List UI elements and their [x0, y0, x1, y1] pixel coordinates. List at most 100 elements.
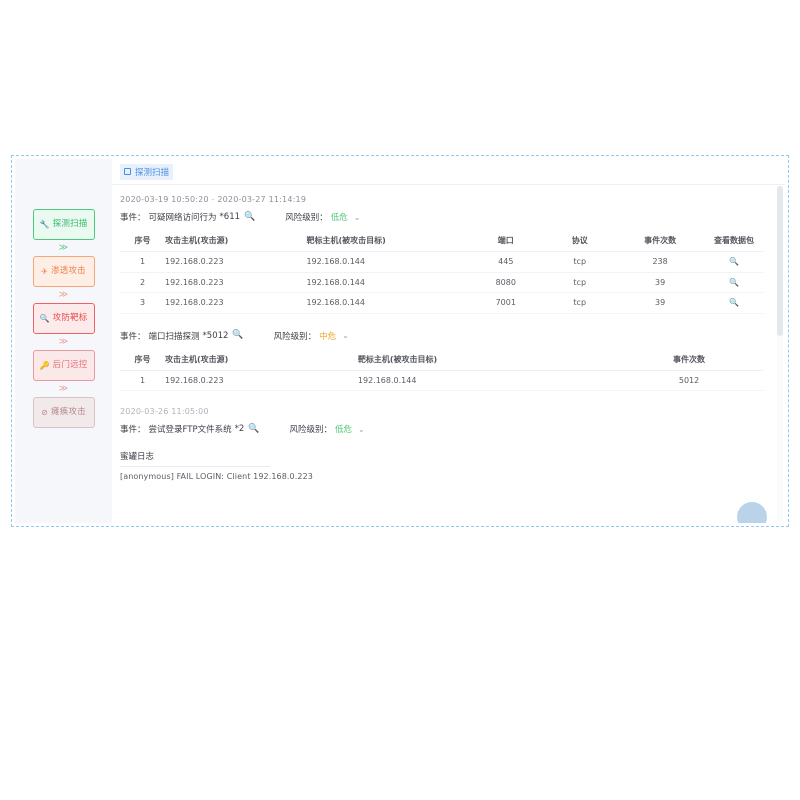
- cell-port: 445: [467, 251, 545, 273]
- cell-attacker-host: 192.168.0.223: [165, 370, 358, 392]
- risk-badge: 低危: [334, 425, 352, 436]
- th-target-host: 靶标主机(被攻击目标): [357, 350, 616, 371]
- chevron-down-icon[interactable]: ⌄: [353, 212, 361, 222]
- table-row: 2 192.168.0.223 192.168.0.144 8080 tcp 3…: [120, 272, 763, 294]
- sidebar-item-label: 后门远控: [52, 360, 88, 371]
- th-index: 序号: [120, 350, 165, 371]
- cell-port: 7001: [467, 292, 545, 314]
- th-attacker-host: 攻击主机(攻击源): [165, 350, 358, 371]
- wrench-icon: 🔧: [39, 219, 50, 229]
- cell-port: 8080: [467, 272, 545, 294]
- sidebar-item-label: 探测扫描: [52, 219, 88, 230]
- sidebar-item-penetration-attack[interactable]: ✈ 渗透攻击: [32, 256, 95, 287]
- timestamp-start: 2020-03-26 11:05:00: [120, 407, 209, 417]
- cell-event-count: 5012: [615, 370, 763, 392]
- chevron-down-icon[interactable]: ⌄: [358, 424, 365, 434]
- th-event-count: 事件次数: [615, 350, 763, 371]
- chain-arrow-2: ≫: [58, 289, 69, 300]
- ban-icon: ⊘: [41, 407, 49, 417]
- table-row: 1 192.168.0.223 192.168.0.144 445 tcp 23…: [120, 251, 763, 273]
- honeypot-log-title: 蜜罐日志: [120, 450, 270, 468]
- content-scroll-area[interactable]: 2020-03-19 10:50:20 - 2020-03-27 11:14:1…: [112, 185, 785, 523]
- chain-arrow-3: ≫: [58, 336, 69, 347]
- cell-event-count: 238: [615, 251, 706, 273]
- cell-protocol: tcp: [544, 292, 616, 314]
- sidebar-item-label: 渗透攻击: [51, 266, 86, 277]
- sidebar-item-attack-defense-target[interactable]: 🔍 攻防靶标: [32, 303, 95, 334]
- timestamp-start: 2020-03-19 10:50:20: [120, 195, 209, 204]
- event-count: *5012: [202, 330, 229, 341]
- cell-index: 1: [120, 251, 165, 273]
- section-2-event-line: 事件： 端口扫描探测 *5012 🔍 风险级别： 中危 ⌄: [120, 330, 763, 342]
- cell-event-count: 39: [615, 272, 706, 294]
- search-icon: 🔍: [39, 313, 50, 323]
- search-icon[interactable]: 🔍: [232, 330, 244, 341]
- search-icon[interactable]: 🔍: [244, 211, 256, 222]
- cell-protocol: tcp: [544, 272, 616, 294]
- event-name: 端口扫描探测: [148, 331, 200, 342]
- event-name: 尝试登录FTP文件系统: [148, 425, 232, 436]
- th-target-host: 靶标主机(被攻击目标): [306, 232, 468, 252]
- risk-badge: 中危: [319, 331, 337, 342]
- view-packet-search-icon[interactable]: 🔍: [705, 251, 763, 273]
- widget-body: 🔧 探测扫描 ≫ ✈ 渗透攻击 ≫ 🔍 攻防靶标 ≫ 🔑 后门远控: [15, 159, 785, 523]
- section-1-timestamp: 2020-03-19 10:50:20 - 2020-03-27 11:14:1…: [120, 195, 763, 204]
- risk-badge: 低危: [330, 213, 348, 223]
- search-icon[interactable]: 🔍: [248, 423, 260, 434]
- vertical-scrollbar[interactable]: [777, 186, 783, 521]
- plane-icon: ✈: [41, 266, 49, 276]
- th-port: 端口: [467, 232, 545, 252]
- risk-label: 风险级别：: [273, 331, 317, 342]
- section-1-event-line: 事件： 可疑网络访问行为 *611 🔍 风险级别： 低危 ⌄: [120, 211, 763, 223]
- back-to-top-button[interactable]: [737, 502, 767, 523]
- th-event-count: 事件次数: [615, 232, 706, 252]
- sidebar-item-detection-scan[interactable]: 🔧 探测扫描: [32, 209, 95, 240]
- tab-label: 探测扫描: [135, 167, 170, 178]
- table-row: 3 192.168.0.223 192.168.0.144 7001 tcp 3…: [120, 292, 763, 314]
- section-3-event-line: 事件： 尝试登录FTP文件系统 *2 🔍 风险级别： 低危 ⌄: [120, 423, 763, 435]
- risk-label: 风险级别：: [285, 213, 328, 223]
- widget-selection-frame: 🔧 探测扫描 ≫ ✈ 渗透攻击 ≫ 🔍 攻防靶标 ≫ 🔑 后门远控: [11, 155, 789, 527]
- cell-attacker-host: 192.168.0.223: [165, 251, 307, 273]
- timestamp-end: 2020-03-27 11:14:19: [217, 195, 307, 204]
- section-spacer: [120, 391, 763, 407]
- event-name: 可疑网络访问行为: [148, 213, 217, 223]
- cell-index: 2: [120, 272, 165, 294]
- section-3-timestamp: 2020-03-26 11:05:00: [120, 407, 763, 416]
- cell-event-count: 39: [615, 292, 706, 314]
- cell-index: 1: [120, 370, 165, 392]
- detection-table-2: 序号 攻击主机(攻击源) 靶标主机(被攻击目标) 事件次数 1 192.168.…: [120, 350, 763, 392]
- scrollbar-thumb[interactable]: [777, 186, 783, 336]
- chevron-down-icon[interactable]: ⌄: [342, 331, 349, 341]
- attack-chain-sidebar: 🔧 探测扫描 ≫ ✈ 渗透攻击 ≫ 🔍 攻防靶标 ≫ 🔑 后门远控: [15, 159, 112, 523]
- event-label: 事件：: [120, 331, 146, 342]
- th-index: 序号: [120, 232, 165, 252]
- event-label: 事件：: [120, 213, 146, 223]
- th-protocol: 协议: [544, 232, 616, 252]
- detection-table-1: 序号 攻击主机(攻击源) 靶标主机(被攻击目标) 端口 协议 事件次数 查看数据…: [120, 232, 763, 314]
- table-header-row: 序号 攻击主机(攻击源) 靶标主机(被攻击目标) 事件次数: [120, 350, 763, 371]
- event-count: *2: [234, 424, 245, 435]
- cell-attacker-host: 192.168.0.223: [165, 292, 307, 314]
- sidebar-item-backdoor-remote-control[interactable]: 🔑 后门远控: [32, 350, 95, 381]
- square-icon: [124, 168, 131, 175]
- cell-target-host: 192.168.0.144: [357, 370, 616, 392]
- risk-label: 风险级别：: [289, 425, 332, 436]
- view-packet-search-icon[interactable]: 🔍: [705, 272, 763, 294]
- view-packet-search-icon[interactable]: 🔍: [705, 292, 763, 314]
- event-label: 事件：: [120, 425, 146, 436]
- sidebar-item-paralysis-attack[interactable]: ⊘ 瘫痪攻击: [32, 397, 95, 428]
- main-panel: 探测扫描 2020-03-19 10:50:20 - 2020-03-27 11…: [112, 159, 785, 523]
- th-attacker-host: 攻击主机(攻击源): [165, 232, 307, 252]
- th-view-packet: 查看数据包: [705, 232, 763, 252]
- section-spacer: [120, 314, 763, 330]
- key-icon: 🔑: [39, 360, 50, 370]
- sidebar-item-label: 瘫痪攻击: [51, 407, 86, 418]
- cell-index: 3: [120, 292, 165, 314]
- tab-detection-scan[interactable]: 探测扫描: [120, 163, 174, 180]
- tabbar: 探测扫描: [112, 159, 785, 185]
- timestamp-separator: -: [208, 195, 218, 204]
- cell-target-host: 192.168.0.144: [306, 292, 468, 314]
- cell-attacker-host: 192.168.0.223: [165, 272, 307, 294]
